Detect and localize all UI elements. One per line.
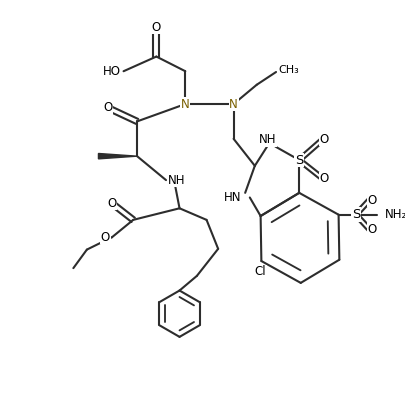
Text: NH₂: NH₂ — [384, 208, 405, 221]
Text: NH: NH — [168, 174, 185, 187]
Text: N: N — [229, 98, 237, 111]
Text: O: O — [107, 197, 116, 210]
Text: HN: HN — [223, 191, 241, 204]
Text: Cl: Cl — [254, 265, 266, 278]
Text: O: O — [319, 173, 328, 185]
Text: O: O — [100, 231, 110, 244]
Text: O: O — [319, 133, 328, 146]
Text: O: O — [367, 223, 376, 236]
Polygon shape — [98, 153, 137, 159]
Text: S: S — [351, 208, 359, 221]
Text: CH₃: CH₃ — [277, 65, 298, 75]
Text: N: N — [181, 98, 189, 111]
Text: O: O — [151, 21, 161, 34]
Text: NH: NH — [258, 134, 276, 147]
Text: HO: HO — [102, 65, 120, 78]
Text: O: O — [103, 101, 113, 114]
Text: S: S — [294, 153, 303, 166]
Text: O: O — [367, 194, 376, 207]
